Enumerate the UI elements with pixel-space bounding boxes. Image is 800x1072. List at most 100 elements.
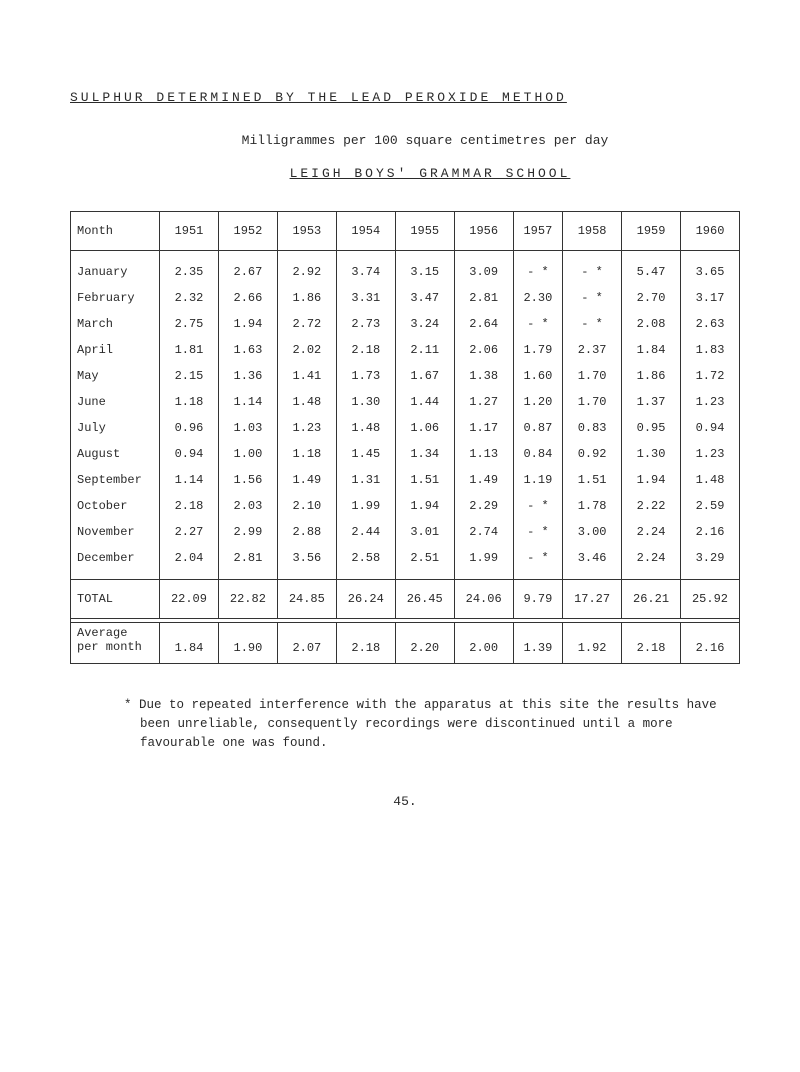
table-cell: 1.72 [681,363,740,389]
table-row: December2.042.813.562.582.511.99- *3.462… [71,545,740,580]
table-cell: 3.31 [336,285,395,311]
total-cell: 17.27 [563,580,622,619]
table-cell: October [71,493,160,519]
table-cell: 1.03 [218,415,277,441]
total-cell: 22.82 [218,580,277,619]
table-row: March2.751.942.722.733.242.64- *- *2.082… [71,311,740,337]
table-cell: 1.31 [336,467,395,493]
table-cell: 1.30 [622,441,681,467]
average-cell: 1.39 [513,623,563,664]
table-cell: 1.23 [681,441,740,467]
page-title-underlined: SULPHUR DETERMINED BY THE LEAD PEROXIDE … [70,90,740,105]
footnote: * Due to repeated interference with the … [70,696,740,754]
table-cell: - * [513,519,563,545]
total-cell: 24.06 [454,580,513,619]
table-row: October2.182.032.101.991.942.29- *1.782.… [71,493,740,519]
table-cell: 3.74 [336,251,395,286]
table-cell: 1.51 [395,467,454,493]
table-cell: 1.19 [513,467,563,493]
subtitle-school: LEIGH BOYS' GRAMMAR SCHOOL [70,166,740,181]
table-row: July0.961.031.231.481.061.170.870.830.95… [71,415,740,441]
average-cell: 2.16 [681,623,740,664]
table-cell: 2.30 [513,285,563,311]
table-cell: 1.60 [513,363,563,389]
col-1952: 1952 [218,212,277,251]
table-cell: September [71,467,160,493]
total-cell: 26.21 [622,580,681,619]
table-cell: 1.27 [454,389,513,415]
total-cell: 25.92 [681,580,740,619]
subtitle: Milligrammes per 100 square centimetres … [70,133,740,148]
table-cell: 2.24 [622,545,681,580]
table-cell: November [71,519,160,545]
table-cell: 0.92 [563,441,622,467]
table-cell: 3.15 [395,251,454,286]
table-cell: 2.08 [622,311,681,337]
total-cell: 22.09 [160,580,219,619]
table-cell: 1.30 [336,389,395,415]
average-cell: 2.00 [454,623,513,664]
table-cell: 1.63 [218,337,277,363]
data-table: Month 1951 1952 1953 1954 1955 1956 1957… [70,211,740,664]
table-cell: 2.35 [160,251,219,286]
table-cell: 1.18 [277,441,336,467]
table-cell: July [71,415,160,441]
total-cell: 9.79 [513,580,563,619]
table-cell: 2.73 [336,311,395,337]
table-cell: 1.23 [681,389,740,415]
average-cell: 2.18 [622,623,681,664]
table-cell: 1.41 [277,363,336,389]
table-cell: 3.24 [395,311,454,337]
col-1956: 1956 [454,212,513,251]
table-row: November2.272.992.882.443.012.74- *3.002… [71,519,740,545]
table-cell: 2.63 [681,311,740,337]
table-cell: 3.56 [277,545,336,580]
table-cell: 2.16 [681,519,740,545]
table-cell: 2.44 [336,519,395,545]
table-cell: December [71,545,160,580]
table-cell: 1.86 [277,285,336,311]
table-cell: 1.44 [395,389,454,415]
table-cell: 1.37 [622,389,681,415]
page-number: 45. [70,794,740,809]
table-cell: 2.22 [622,493,681,519]
table-cell: 1.67 [395,363,454,389]
table-cell: 2.88 [277,519,336,545]
average-row: Averageper month1.841.902.072.182.202.00… [71,623,740,664]
average-cell: 2.18 [336,623,395,664]
table-cell: April [71,337,160,363]
table-cell: - * [513,493,563,519]
table-cell: 5.47 [622,251,681,286]
table-cell: 2.58 [336,545,395,580]
table-cell: 1.00 [218,441,277,467]
table-cell: 0.87 [513,415,563,441]
table-cell: 1.23 [277,415,336,441]
table-cell: 1.79 [513,337,563,363]
table-cell: 2.11 [395,337,454,363]
table-cell: 3.46 [563,545,622,580]
table-cell: 2.64 [454,311,513,337]
table-cell: 3.01 [395,519,454,545]
table-cell: May [71,363,160,389]
table-cell: 2.74 [454,519,513,545]
table-cell: 2.18 [336,337,395,363]
table-cell: - * [563,311,622,337]
table-cell: 3.09 [454,251,513,286]
table-cell: 1.94 [622,467,681,493]
table-cell: 1.84 [622,337,681,363]
table-cell: 1.48 [681,467,740,493]
table-cell: 2.32 [160,285,219,311]
table-cell: 1.70 [563,389,622,415]
average-cell: 2.07 [277,623,336,664]
table-cell: 2.51 [395,545,454,580]
table-cell: 3.47 [395,285,454,311]
table-cell: 1.14 [160,467,219,493]
col-1957: 1957 [513,212,563,251]
table-cell: 2.10 [277,493,336,519]
table-cell: 2.81 [454,285,513,311]
table-cell: 1.06 [395,415,454,441]
total-cell: 24.85 [277,580,336,619]
table-cell: 1.49 [454,467,513,493]
table-cell: 3.00 [563,519,622,545]
table-cell: 2.18 [160,493,219,519]
